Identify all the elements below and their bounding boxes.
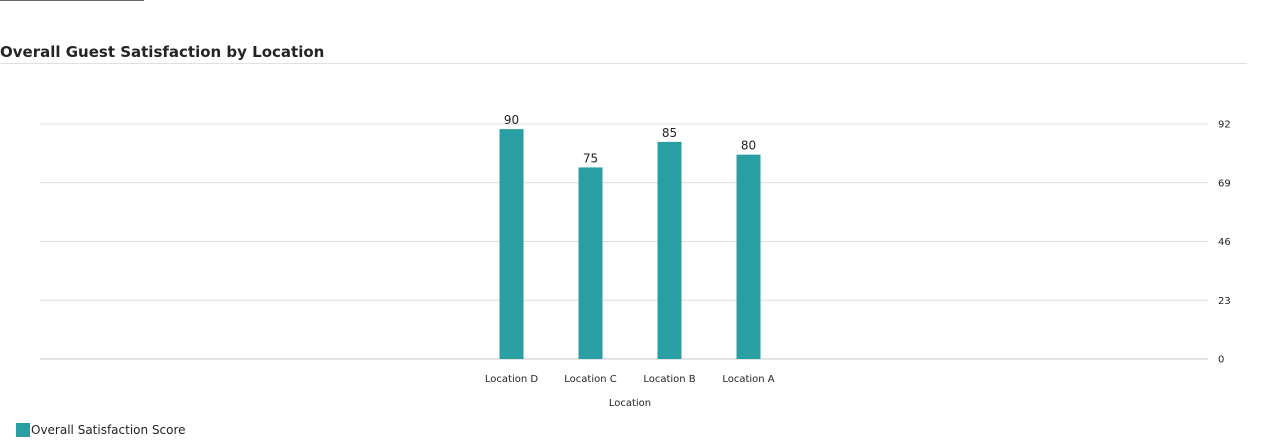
legend-swatch (16, 423, 30, 437)
top-divider (0, 0, 144, 1)
chart-title: Overall Guest Satisfaction by Location (0, 43, 325, 61)
bar-chart: 0 23 46 69 92 90 Location D 75 Location C 85 Locat… (40, 113, 1231, 409)
x-tick-label-location-b: Location B (643, 374, 695, 385)
y-tick-label-23: 23 (1218, 296, 1231, 307)
x-tick-label-location-a: Location A (722, 374, 774, 385)
x-axis-title: Location (609, 398, 651, 409)
data-label-location-d: 90 (504, 113, 519, 127)
bar-location-a[interactable] (736, 154, 761, 359)
data-label-location-a: 80 (741, 139, 756, 153)
y-tick-label-46: 46 (1218, 237, 1231, 248)
x-tick-label-location-c: Location C (564, 374, 616, 385)
y-tick-label-92: 92 (1218, 120, 1231, 131)
bar-location-d[interactable] (499, 129, 524, 359)
title-divider (0, 63, 1247, 64)
data-label-location-b: 85 (662, 126, 677, 140)
bar-location-b[interactable] (657, 141, 682, 359)
data-label-location-c: 75 (583, 151, 598, 165)
legend-label: Overall Satisfaction Score (31, 423, 186, 437)
legend[interactable]: Overall Satisfaction Score (16, 422, 186, 438)
y-tick-label-0: 0 (1218, 355, 1224, 366)
x-tick-label-location-d: Location D (485, 374, 538, 385)
bar-location-c[interactable] (578, 167, 603, 359)
y-tick-label-69: 69 (1218, 178, 1231, 189)
